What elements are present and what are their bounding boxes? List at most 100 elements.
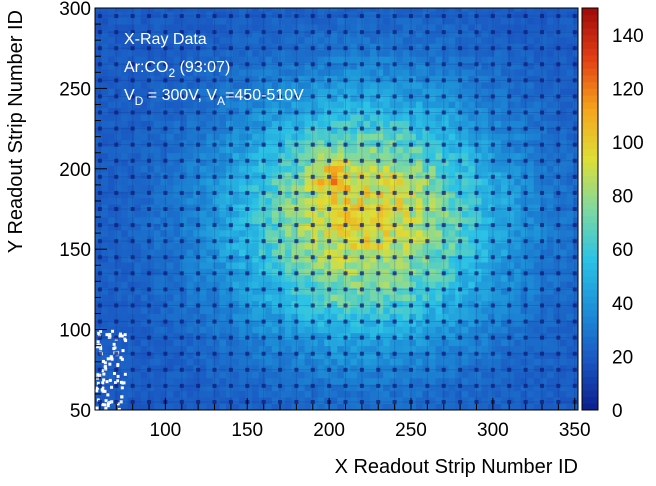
- heatmap-cell: [141, 114, 148, 121]
- heatmap-cell: [141, 307, 148, 314]
- heatmap-cell: [403, 320, 410, 327]
- heatmap-cell: [560, 384, 567, 391]
- heatmap-cell: [167, 268, 174, 275]
- heatmap-cell: [246, 18, 253, 25]
- heatmap-cell: [233, 185, 240, 192]
- heatmap-cell: [350, 243, 357, 250]
- heatmap-cell: [246, 371, 253, 378]
- heatmap-cell: [193, 24, 200, 31]
- heatmap-cell: [481, 384, 488, 391]
- heatmap-cell: [121, 365, 128, 372]
- heatmap-cell: [187, 397, 194, 404]
- heatmap-cell: [272, 204, 279, 211]
- heatmap-cell: [193, 371, 200, 378]
- heatmap-cell: [128, 133, 135, 140]
- heatmap-cell: [252, 172, 259, 179]
- heatmap-cell: [409, 114, 416, 121]
- heatmap-cell: [442, 404, 449, 411]
- heatmap-cell: [174, 307, 181, 314]
- heatmap-cell: [436, 384, 443, 391]
- heatmap-cell: [560, 172, 567, 179]
- heatmap-cell: [364, 101, 371, 108]
- heatmap-cell: [370, 243, 377, 250]
- heatmap-cell: [383, 121, 390, 128]
- heatmap-cell: [468, 294, 475, 301]
- heatmap-cell: [128, 198, 135, 205]
- heatmap-cell: [213, 153, 220, 160]
- heatmap-cell: [481, 95, 488, 102]
- heatmap-cell: [403, 288, 410, 295]
- heatmap-cell: [259, 314, 266, 321]
- heatmap-cell: [298, 339, 305, 346]
- heatmap-cell: [167, 153, 174, 160]
- heatmap-cell: [540, 198, 547, 205]
- heatmap-cell: [252, 365, 259, 372]
- heatmap-cell: [462, 326, 469, 333]
- heatmap-cell: [560, 101, 567, 108]
- heatmap-cell: [422, 262, 429, 269]
- heatmap-cell: [233, 339, 240, 346]
- heatmap-cell: [108, 56, 115, 63]
- heatmap-cell: [383, 307, 390, 314]
- heatmap-cell: [468, 281, 475, 288]
- heatmap-cell: [436, 397, 443, 404]
- heatmap-cell: [331, 314, 338, 321]
- heatmap-cell: [252, 11, 259, 18]
- heatmap-cell: [246, 56, 253, 63]
- heatmap-cell: [147, 262, 154, 269]
- heatmap-cell: [350, 191, 357, 198]
- heatmap-cell: [462, 211, 469, 218]
- heatmap-cell: [383, 249, 390, 256]
- heatmap-cell: [514, 204, 521, 211]
- heatmap-cell: [540, 69, 547, 76]
- heatmap-cell: [298, 31, 305, 38]
- heatmap-cell: [134, 198, 141, 205]
- heatmap-cell: [200, 140, 207, 147]
- heatmap-cell: [102, 24, 109, 31]
- heatmap-cell: [167, 50, 174, 57]
- heatmap-cell: [494, 31, 501, 38]
- heatmap-cell: [370, 198, 377, 205]
- strip-dot: [114, 223, 118, 227]
- heatmap-cell: [200, 243, 207, 250]
- heatmap-cell: [233, 191, 240, 198]
- heatmap-cell: [436, 339, 443, 346]
- heatmap-cell: [449, 95, 456, 102]
- heatmap-cell: [305, 217, 312, 224]
- heatmap-cell: [475, 249, 482, 256]
- heatmap-cell: [167, 121, 174, 128]
- heatmap-cell: [311, 211, 318, 218]
- heatmap-cell: [278, 314, 285, 321]
- heatmap-cell: [501, 333, 508, 340]
- heatmap-cell: [193, 133, 200, 140]
- heatmap-cell: [200, 146, 207, 153]
- heatmap-cell: [567, 211, 574, 218]
- heatmap-cell: [337, 133, 344, 140]
- heatmap-cell: [219, 404, 226, 411]
- heatmap-cell: [534, 320, 541, 327]
- heatmap-cell: [213, 37, 220, 44]
- heatmap-cell: [233, 37, 240, 44]
- heatmap-cell: [337, 127, 344, 134]
- heatmap-cell: [154, 371, 161, 378]
- heatmap-cell: [422, 8, 429, 12]
- heatmap-cell: [324, 230, 331, 237]
- heatmap-cell: [396, 76, 403, 83]
- heatmap-cell: [246, 198, 253, 205]
- heatmap-cell: [141, 159, 148, 166]
- heatmap-cell: [364, 11, 371, 18]
- heatmap-cell: [141, 11, 148, 18]
- heatmap-cell: [527, 166, 534, 173]
- heatmap-cell: [494, 378, 501, 385]
- heatmap-cell: [396, 8, 403, 12]
- heatmap-cell: [318, 326, 325, 333]
- heatmap-cell: [350, 268, 357, 275]
- heatmap-cell: [102, 76, 109, 83]
- heatmap-cell: [233, 288, 240, 295]
- heatmap-cell: [468, 121, 475, 128]
- heatmap-cell: [141, 191, 148, 198]
- heatmap-cell: [481, 314, 488, 321]
- heatmap-cell: [285, 223, 292, 230]
- heatmap-cell: [134, 11, 141, 18]
